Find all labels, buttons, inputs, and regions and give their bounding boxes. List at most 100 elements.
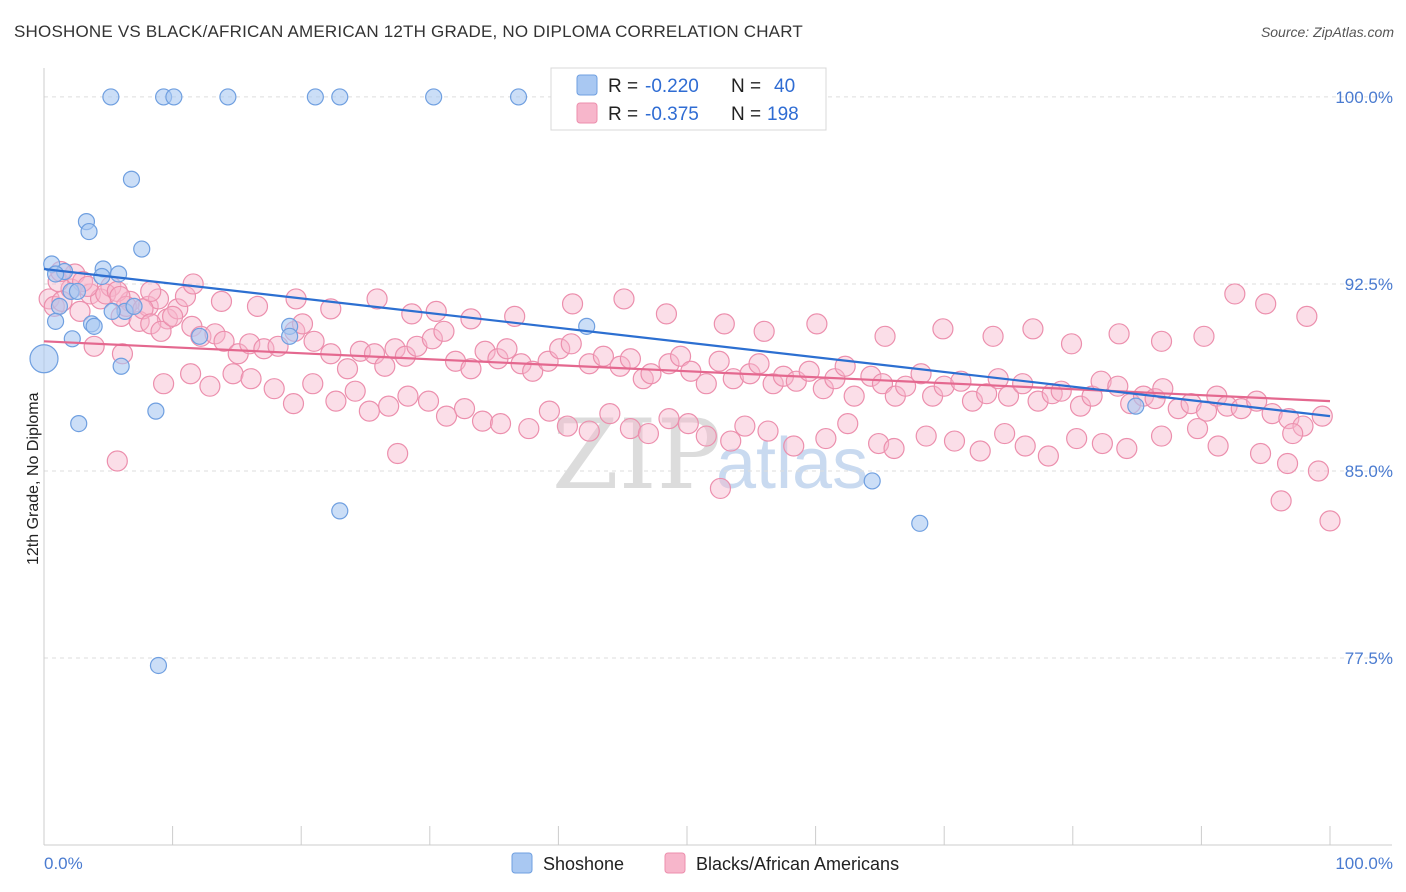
point-black-91 <box>1012 373 1034 395</box>
point-shoshone-22 <box>125 297 143 315</box>
point-black-146 <box>757 420 779 442</box>
watermark-atlas: atlas <box>716 424 868 504</box>
y-tick-label-1: 92.5% <box>1345 275 1393 294</box>
point-black-131 <box>453 398 476 420</box>
point-black-182 <box>613 288 635 310</box>
point-black-170 <box>140 280 162 303</box>
point-black-45 <box>421 328 443 350</box>
legend-swatch-black <box>576 102 598 124</box>
point-black-135 <box>538 400 560 422</box>
point-black-186 <box>806 313 828 335</box>
point-black-86 <box>950 370 972 392</box>
point-black-161 <box>1150 425 1173 447</box>
point-black-192 <box>1108 323 1130 345</box>
point-black-116 <box>152 373 175 395</box>
point-black-153 <box>943 430 966 452</box>
point-black-66 <box>695 373 717 395</box>
point-black-15 <box>174 285 197 308</box>
point-black-124 <box>325 390 347 412</box>
point-black-191 <box>1060 333 1083 355</box>
legend-r-label-2: R = <box>608 104 638 125</box>
point-black-199 <box>1270 490 1292 512</box>
point-black-147 <box>783 435 805 457</box>
point-black-122 <box>282 393 305 415</box>
point-black-29 <box>213 330 235 352</box>
point-black-144 <box>720 430 742 452</box>
point-black-31 <box>239 333 261 355</box>
point-black-176 <box>366 288 388 310</box>
point-black-200 <box>1319 510 1341 532</box>
point-black-151 <box>883 437 905 460</box>
point-black-132 <box>471 410 494 432</box>
series-shoshone <box>29 88 1145 675</box>
x-tick-label-0: 0.0% <box>44 854 83 873</box>
watermark: ZIP atlas <box>552 399 868 511</box>
top-legend: R = -0.220 N = 40 R = -0.375 N = 198 <box>550 67 827 131</box>
point-shoshone-39 <box>911 514 929 532</box>
point-black-159 <box>1091 432 1113 455</box>
point-black-137 <box>578 420 600 442</box>
point-shoshone-31 <box>63 330 81 348</box>
point-shoshone-40 <box>149 656 168 675</box>
point-shoshone-3 <box>219 88 237 106</box>
point-black-60 <box>619 348 642 370</box>
legend-swatch-shoshone <box>576 74 598 96</box>
point-black-183 <box>655 303 678 325</box>
point-black-163 <box>1207 435 1229 457</box>
point-black-160 <box>1116 437 1138 460</box>
point-shoshone-26 <box>85 317 103 335</box>
point-shoshone-24 <box>46 312 65 330</box>
point-black-133 <box>489 412 512 435</box>
point-black-88 <box>976 383 998 405</box>
point-black-195 <box>1224 283 1246 305</box>
point-black-143 <box>695 425 717 447</box>
point-black-190 <box>1022 318 1044 340</box>
point-shoshone-7 <box>509 88 528 106</box>
point-black-196 <box>1255 293 1277 315</box>
legend-r-value-2: -0.375 <box>645 104 699 125</box>
point-shoshone-6 <box>425 88 443 106</box>
legend-n-label-1: N = <box>731 76 761 97</box>
point-black-162 <box>1186 417 1209 440</box>
point-black-125 <box>344 380 366 402</box>
chart-title: SHOSHONE VS BLACK/AFRICAN AMERICAN 12TH … <box>14 22 803 41</box>
watermark-zip: ZIP <box>552 399 721 511</box>
bottom-legend-swatch-black <box>664 852 686 874</box>
point-black-51 <box>496 338 518 360</box>
point-black-118 <box>199 375 221 397</box>
axes <box>43 68 1392 846</box>
legend-n-label-2: N = <box>731 104 761 125</box>
point-black-12 <box>147 288 170 310</box>
point-black-24 <box>150 320 172 342</box>
point-shoshone-27 <box>191 327 209 345</box>
point-black-157 <box>1037 445 1059 467</box>
point-shoshone-10 <box>80 222 98 241</box>
point-black-189 <box>982 325 1004 347</box>
point-black-4 <box>69 300 91 322</box>
point-black-173 <box>246 295 269 317</box>
bottom-legend-label-black: Blacks/African Americans <box>696 854 899 874</box>
point-shoshone-29 <box>281 327 299 345</box>
point-black-48 <box>460 358 482 380</box>
point-black-158 <box>1066 427 1088 450</box>
point-black-25 <box>162 305 184 327</box>
point-black-41 <box>374 355 396 377</box>
point-black-154 <box>969 440 991 462</box>
point-black-148 <box>815 427 837 450</box>
y-tick-label-0: 100.0% <box>1335 88 1393 107</box>
point-black-62 <box>640 363 662 385</box>
point-black-53 <box>522 360 544 382</box>
legend-n-value-1: 40 <box>774 76 795 97</box>
point-shoshone-34 <box>147 402 165 420</box>
x-tick-labels: 0.0% 100.0% <box>44 854 1393 873</box>
point-shoshone-23 <box>103 302 121 320</box>
point-black-46 <box>433 320 455 342</box>
y-tick-label-3: 77.5% <box>1345 649 1393 668</box>
point-black-79 <box>860 365 882 387</box>
point-shoshone-4 <box>306 88 324 106</box>
point-black-140 <box>637 422 660 445</box>
point-black-185 <box>753 320 775 342</box>
point-black-55 <box>549 338 571 360</box>
point-black-156 <box>1014 435 1036 457</box>
trend-line-shoshone <box>43 267 1331 418</box>
